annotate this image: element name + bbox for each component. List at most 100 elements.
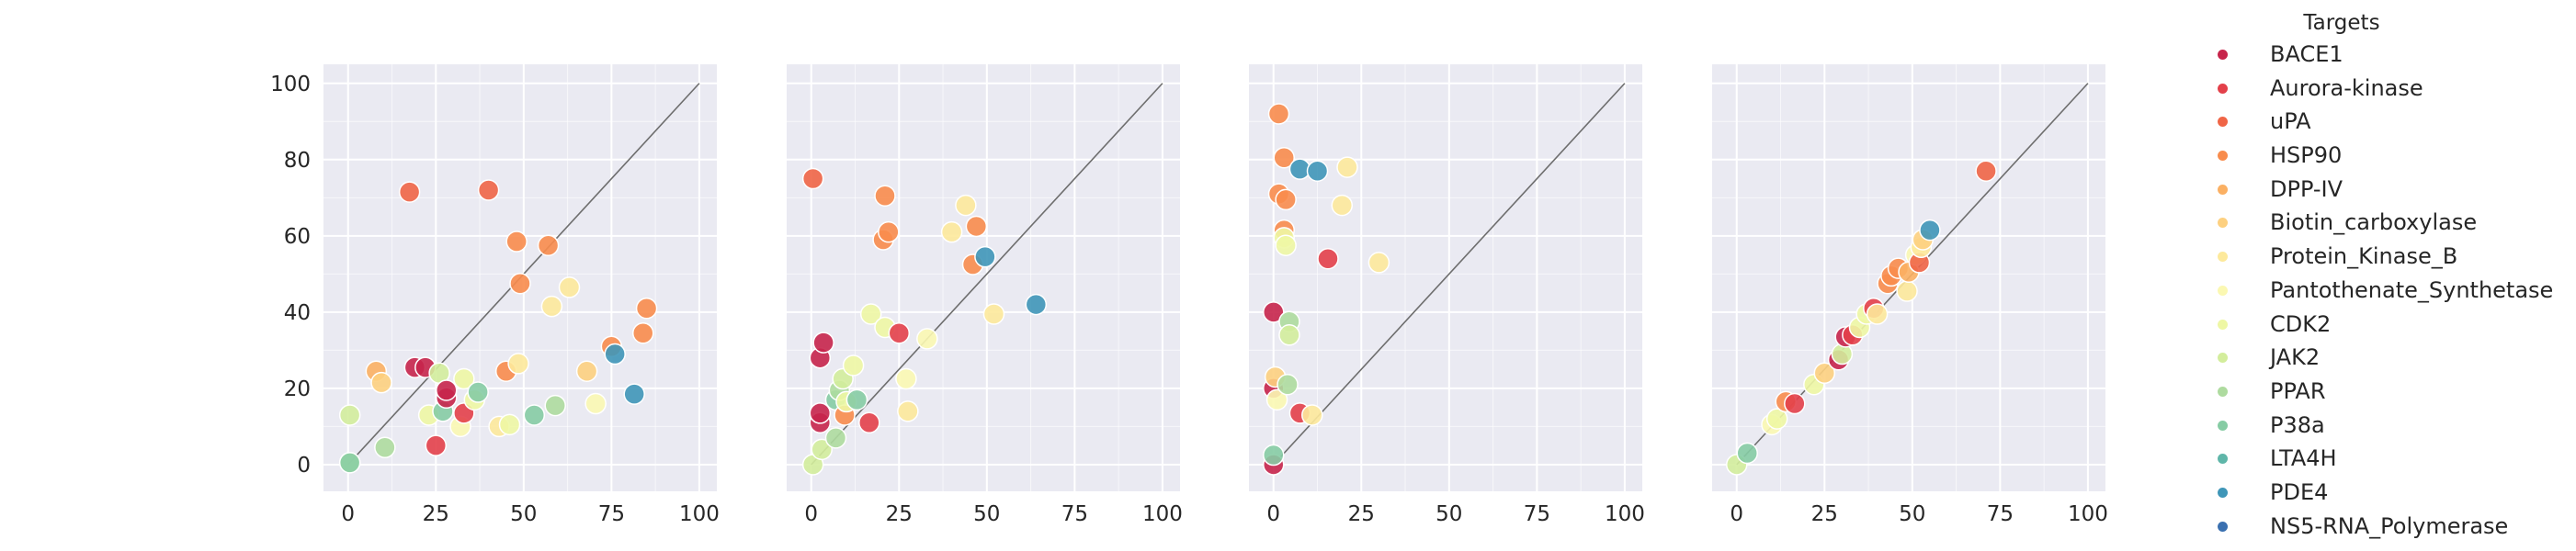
chart-panel: 0 25 50 75 100 bbox=[787, 64, 1183, 526]
data-point bbox=[632, 321, 654, 344]
data-point bbox=[509, 272, 531, 295]
legend-item: LTA4H bbox=[2201, 443, 2576, 477]
data-point bbox=[1263, 444, 1285, 467]
x-tick-label: 100 bbox=[1605, 502, 1645, 526]
legend-marker bbox=[2218, 50, 2228, 60]
legend-marker bbox=[2218, 285, 2228, 296]
legend-label: uPA bbox=[2270, 108, 2311, 135]
data-point bbox=[1866, 303, 1889, 325]
legend-label: PPAR bbox=[2270, 377, 2326, 404]
data-point bbox=[540, 295, 563, 318]
data-point bbox=[453, 367, 475, 390]
legend-marker bbox=[2218, 420, 2228, 431]
x-tick-label: 100 bbox=[679, 502, 720, 526]
data-point bbox=[1306, 160, 1329, 182]
data-point bbox=[824, 427, 847, 449]
legend-item: NS5-RNA_Polymerase bbox=[2201, 511, 2576, 545]
legend-item: Biotin_carboxylase bbox=[2201, 207, 2576, 241]
data-point bbox=[1331, 194, 1354, 217]
x-tick-label: 50 bbox=[973, 502, 1000, 526]
legend-item: Pantothenate_Synthetase bbox=[2201, 275, 2576, 309]
data-point bbox=[1301, 404, 1323, 426]
y-tick-label: 0 bbox=[297, 454, 311, 478]
data-point bbox=[1784, 392, 1806, 415]
legend-label: Aurora-kinase bbox=[2270, 74, 2423, 101]
legend-item: PPAR bbox=[2201, 376, 2576, 410]
data-point bbox=[974, 245, 996, 268]
legend-label: Pantothenate_Synthetase bbox=[2270, 276, 2554, 303]
legend-marker bbox=[2218, 218, 2228, 229]
data-point bbox=[1317, 247, 1339, 270]
identity-line bbox=[1273, 83, 1626, 466]
legend-item: BACE1 bbox=[2201, 39, 2576, 73]
data-point bbox=[523, 404, 546, 426]
legend-label: LTA4H bbox=[2270, 445, 2337, 472]
x-tick-label: 75 bbox=[598, 502, 625, 526]
data-point bbox=[878, 220, 900, 243]
data-point bbox=[1736, 442, 1758, 465]
x-tick-label: 75 bbox=[1987, 502, 2014, 526]
legend-items: BACE1 Aurora-kinase uPA HSP90 DPP-IV Biotin_c… bbox=[2201, 39, 2576, 544]
data-point bbox=[635, 297, 658, 320]
legend-item: DPP-IV bbox=[2201, 174, 2576, 208]
data-point bbox=[1267, 103, 1290, 125]
legend: Targets BACE1 Aurora-kinase uPA HSP90 DPP-IV… bbox=[2201, 7, 2576, 544]
data-point bbox=[1265, 388, 1288, 411]
chart-panel: 0 25 50 75 100 0 20 40 60 80 100 bbox=[270, 64, 720, 526]
y-tick-label: 20 bbox=[284, 377, 311, 401]
data-point bbox=[1273, 146, 1295, 169]
legend-item: uPA bbox=[2201, 106, 2576, 140]
data-point bbox=[623, 383, 645, 405]
legend-label: Protein_Kinase_B bbox=[2270, 243, 2458, 270]
data-point bbox=[965, 215, 988, 238]
data-point bbox=[374, 436, 396, 459]
x-tick-label: 100 bbox=[2068, 502, 2108, 526]
y-tick-label: 80 bbox=[284, 149, 311, 173]
legend-marker bbox=[2218, 184, 2228, 195]
legend-label: P38a bbox=[2270, 411, 2325, 438]
data-point bbox=[982, 303, 1005, 325]
data-point bbox=[498, 413, 521, 436]
legend-item: Protein_Kinase_B bbox=[2201, 241, 2576, 275]
data-point bbox=[477, 179, 500, 201]
x-tick-label: 0 bbox=[1266, 502, 1280, 526]
data-point bbox=[338, 452, 361, 474]
data-point bbox=[812, 332, 834, 354]
data-point bbox=[1263, 301, 1285, 323]
legend-label: CDK2 bbox=[2270, 310, 2332, 337]
data-point bbox=[1275, 188, 1297, 211]
data-point bbox=[575, 360, 598, 382]
legend-title: Targets bbox=[2303, 11, 2380, 35]
data-point bbox=[845, 388, 868, 411]
legend-label: HSP90 bbox=[2270, 142, 2343, 169]
data-point bbox=[584, 392, 607, 415]
data-point bbox=[1025, 293, 1048, 316]
legend-marker bbox=[2218, 353, 2228, 364]
x-tick-label: 0 bbox=[1730, 502, 1743, 526]
x-tick-label: 75 bbox=[1524, 502, 1550, 526]
data-point bbox=[604, 343, 626, 365]
data-point bbox=[467, 381, 489, 403]
chart-panel: 0 25 50 75 100 bbox=[1712, 64, 2108, 526]
legend-item: PDE4 bbox=[2201, 477, 2576, 511]
data-point bbox=[916, 328, 938, 350]
data-point bbox=[1336, 156, 1358, 178]
x-tick-label: 25 bbox=[1811, 502, 1838, 526]
data-point bbox=[801, 167, 824, 190]
data-point bbox=[537, 234, 560, 256]
data-point bbox=[544, 394, 566, 417]
legend-marker bbox=[2218, 454, 2228, 465]
legend-item: P38a bbox=[2201, 410, 2576, 444]
x-tick-label: 50 bbox=[510, 502, 537, 526]
legend-marker bbox=[2218, 252, 2228, 263]
data-point bbox=[1896, 280, 1918, 302]
legend-label: BACE1 bbox=[2270, 41, 2343, 67]
data-point bbox=[842, 354, 865, 377]
legend-label: DPP-IV bbox=[2270, 175, 2343, 202]
data-point bbox=[558, 276, 581, 298]
legend-item: HSP90 bbox=[2201, 140, 2576, 174]
x-tick-label: 25 bbox=[423, 502, 449, 526]
legend-label: NS5-RNA_Polymerase bbox=[2270, 512, 2509, 539]
data-point bbox=[888, 321, 911, 344]
